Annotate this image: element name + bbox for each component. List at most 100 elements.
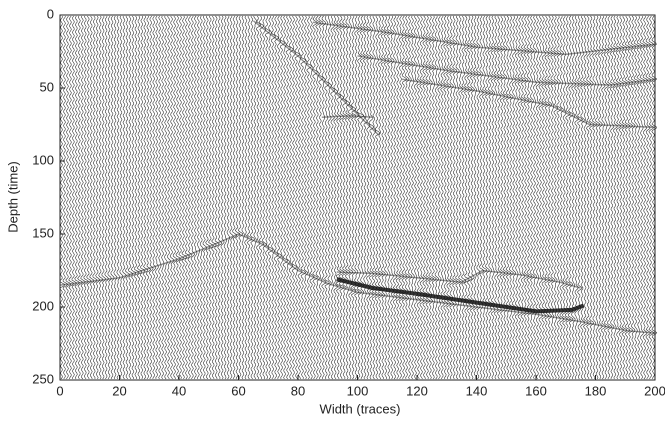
wiggle-trace <box>178 15 184 380</box>
wiggle-trace <box>184 15 191 380</box>
wiggle-trace <box>464 15 470 380</box>
wiggle-trace <box>300 15 307 380</box>
wiggle-trace <box>612 15 619 380</box>
wiggle-trace <box>291 15 298 380</box>
y-tick-label: 200 <box>32 298 54 313</box>
wiggle-trace <box>401 15 408 380</box>
wiggle-trace <box>249 15 256 380</box>
wiggle-trace <box>490 15 497 380</box>
wiggle-trace <box>256 15 262 380</box>
wiggle-trace <box>86 15 92 380</box>
reflector <box>312 21 656 56</box>
wiggle-trace <box>338 15 345 380</box>
y-tick-label: 100 <box>32 152 54 167</box>
wiggle-trace <box>374 15 381 380</box>
wiggle-trace <box>371 15 378 380</box>
wiggle-trace <box>416 15 422 380</box>
wiggle-trace <box>161 15 165 380</box>
wiggle-trace <box>122 15 127 380</box>
wiggle-trace <box>241 15 245 380</box>
wiggle-trace <box>83 15 89 380</box>
wiggle-trace <box>350 15 357 380</box>
wiggle-trace <box>517 15 524 380</box>
wiggle-trace <box>413 15 419 380</box>
y-axis-label: Depth (time) <box>5 161 20 233</box>
wiggle-trace <box>164 15 168 380</box>
wiggle-trace <box>511 15 517 380</box>
reflector <box>401 78 656 129</box>
wiggle-trace <box>535 15 541 380</box>
wiggle-trace <box>564 15 572 380</box>
y-tick-label: 0 <box>47 6 54 21</box>
wiggle-trace <box>294 15 301 380</box>
wiggle-trace <box>140 15 146 380</box>
wiggle-trace <box>562 15 569 380</box>
wiggle-trace <box>217 15 223 380</box>
wiggle-trace <box>136 15 143 380</box>
reflector <box>321 114 373 118</box>
wiggle-trace <box>553 15 560 380</box>
wiggle-trace <box>440 15 446 380</box>
wiggle-trace <box>380 15 387 380</box>
wiggle-trace <box>458 15 464 380</box>
x-tick-label: 20 <box>112 383 126 398</box>
wiggle-trace <box>601 15 607 380</box>
wiggle-trace <box>496 15 503 380</box>
wiggle-trace <box>214 15 220 380</box>
wiggle-trace <box>80 15 86 380</box>
wiggle-trace <box>609 15 616 380</box>
reflector <box>357 55 656 86</box>
wiggle-trace <box>476 15 482 380</box>
wiggle-trace <box>333 15 339 380</box>
wiggle-trace <box>392 15 398 380</box>
wiggle-trace <box>452 15 459 380</box>
wiggle-trace <box>312 15 318 380</box>
wiggle-trace <box>187 15 193 380</box>
wiggle-trace <box>110 15 115 380</box>
wiggle-trace <box>574 15 580 380</box>
wiggle-trace <box>113 15 118 380</box>
wiggle-trace <box>181 15 188 380</box>
wiggle-trace <box>407 15 414 380</box>
wiggle-trace <box>505 15 512 380</box>
wiggle-trace <box>101 15 106 380</box>
wiggle-trace <box>220 15 225 380</box>
wiggle-trace <box>194 15 198 380</box>
wiggle-trace <box>273 15 279 380</box>
wiggle-trace <box>532 15 538 380</box>
wiggle-trace <box>341 15 348 380</box>
wiggle-trace <box>541 15 548 380</box>
x-tick-label: 140 <box>466 383 488 398</box>
wiggle-trace <box>469 15 476 380</box>
wiggle-trace <box>431 15 437 380</box>
wiggle-trace <box>258 15 265 380</box>
wiggle-trace <box>199 15 204 380</box>
wiggle-trace <box>169 15 175 380</box>
wiggle-trace <box>65 15 72 380</box>
wiggle-trace <box>119 15 124 380</box>
wiggle-trace <box>443 15 449 380</box>
x-tick-label: 180 <box>585 383 607 398</box>
wiggle-trace <box>71 15 78 380</box>
wiggle-trace <box>419 15 426 380</box>
wiggle-trace <box>152 15 157 380</box>
wiggle-trace <box>493 15 500 380</box>
wiggle-trace <box>481 15 488 380</box>
x-tick-label: 60 <box>231 383 245 398</box>
plot-frame <box>59 14 656 381</box>
wiggle-trace <box>618 15 625 380</box>
wiggle-trace <box>508 15 514 380</box>
wiggle-trace <box>288 15 294 380</box>
wiggle-trace <box>279 15 286 380</box>
wiggle-trace <box>598 15 603 380</box>
wiggle-trace <box>128 15 134 380</box>
wiggle-trace <box>642 15 649 380</box>
wiggle-trace <box>633 15 640 380</box>
y-tick-label: 250 <box>32 371 54 386</box>
wiggle-trace <box>196 15 201 380</box>
wiggle-trace <box>59 15 66 380</box>
wiggle-trace <box>580 15 586 380</box>
wiggle-trace <box>167 15 171 380</box>
wiggle-trace <box>479 15 485 380</box>
wiggle-trace <box>353 15 360 380</box>
